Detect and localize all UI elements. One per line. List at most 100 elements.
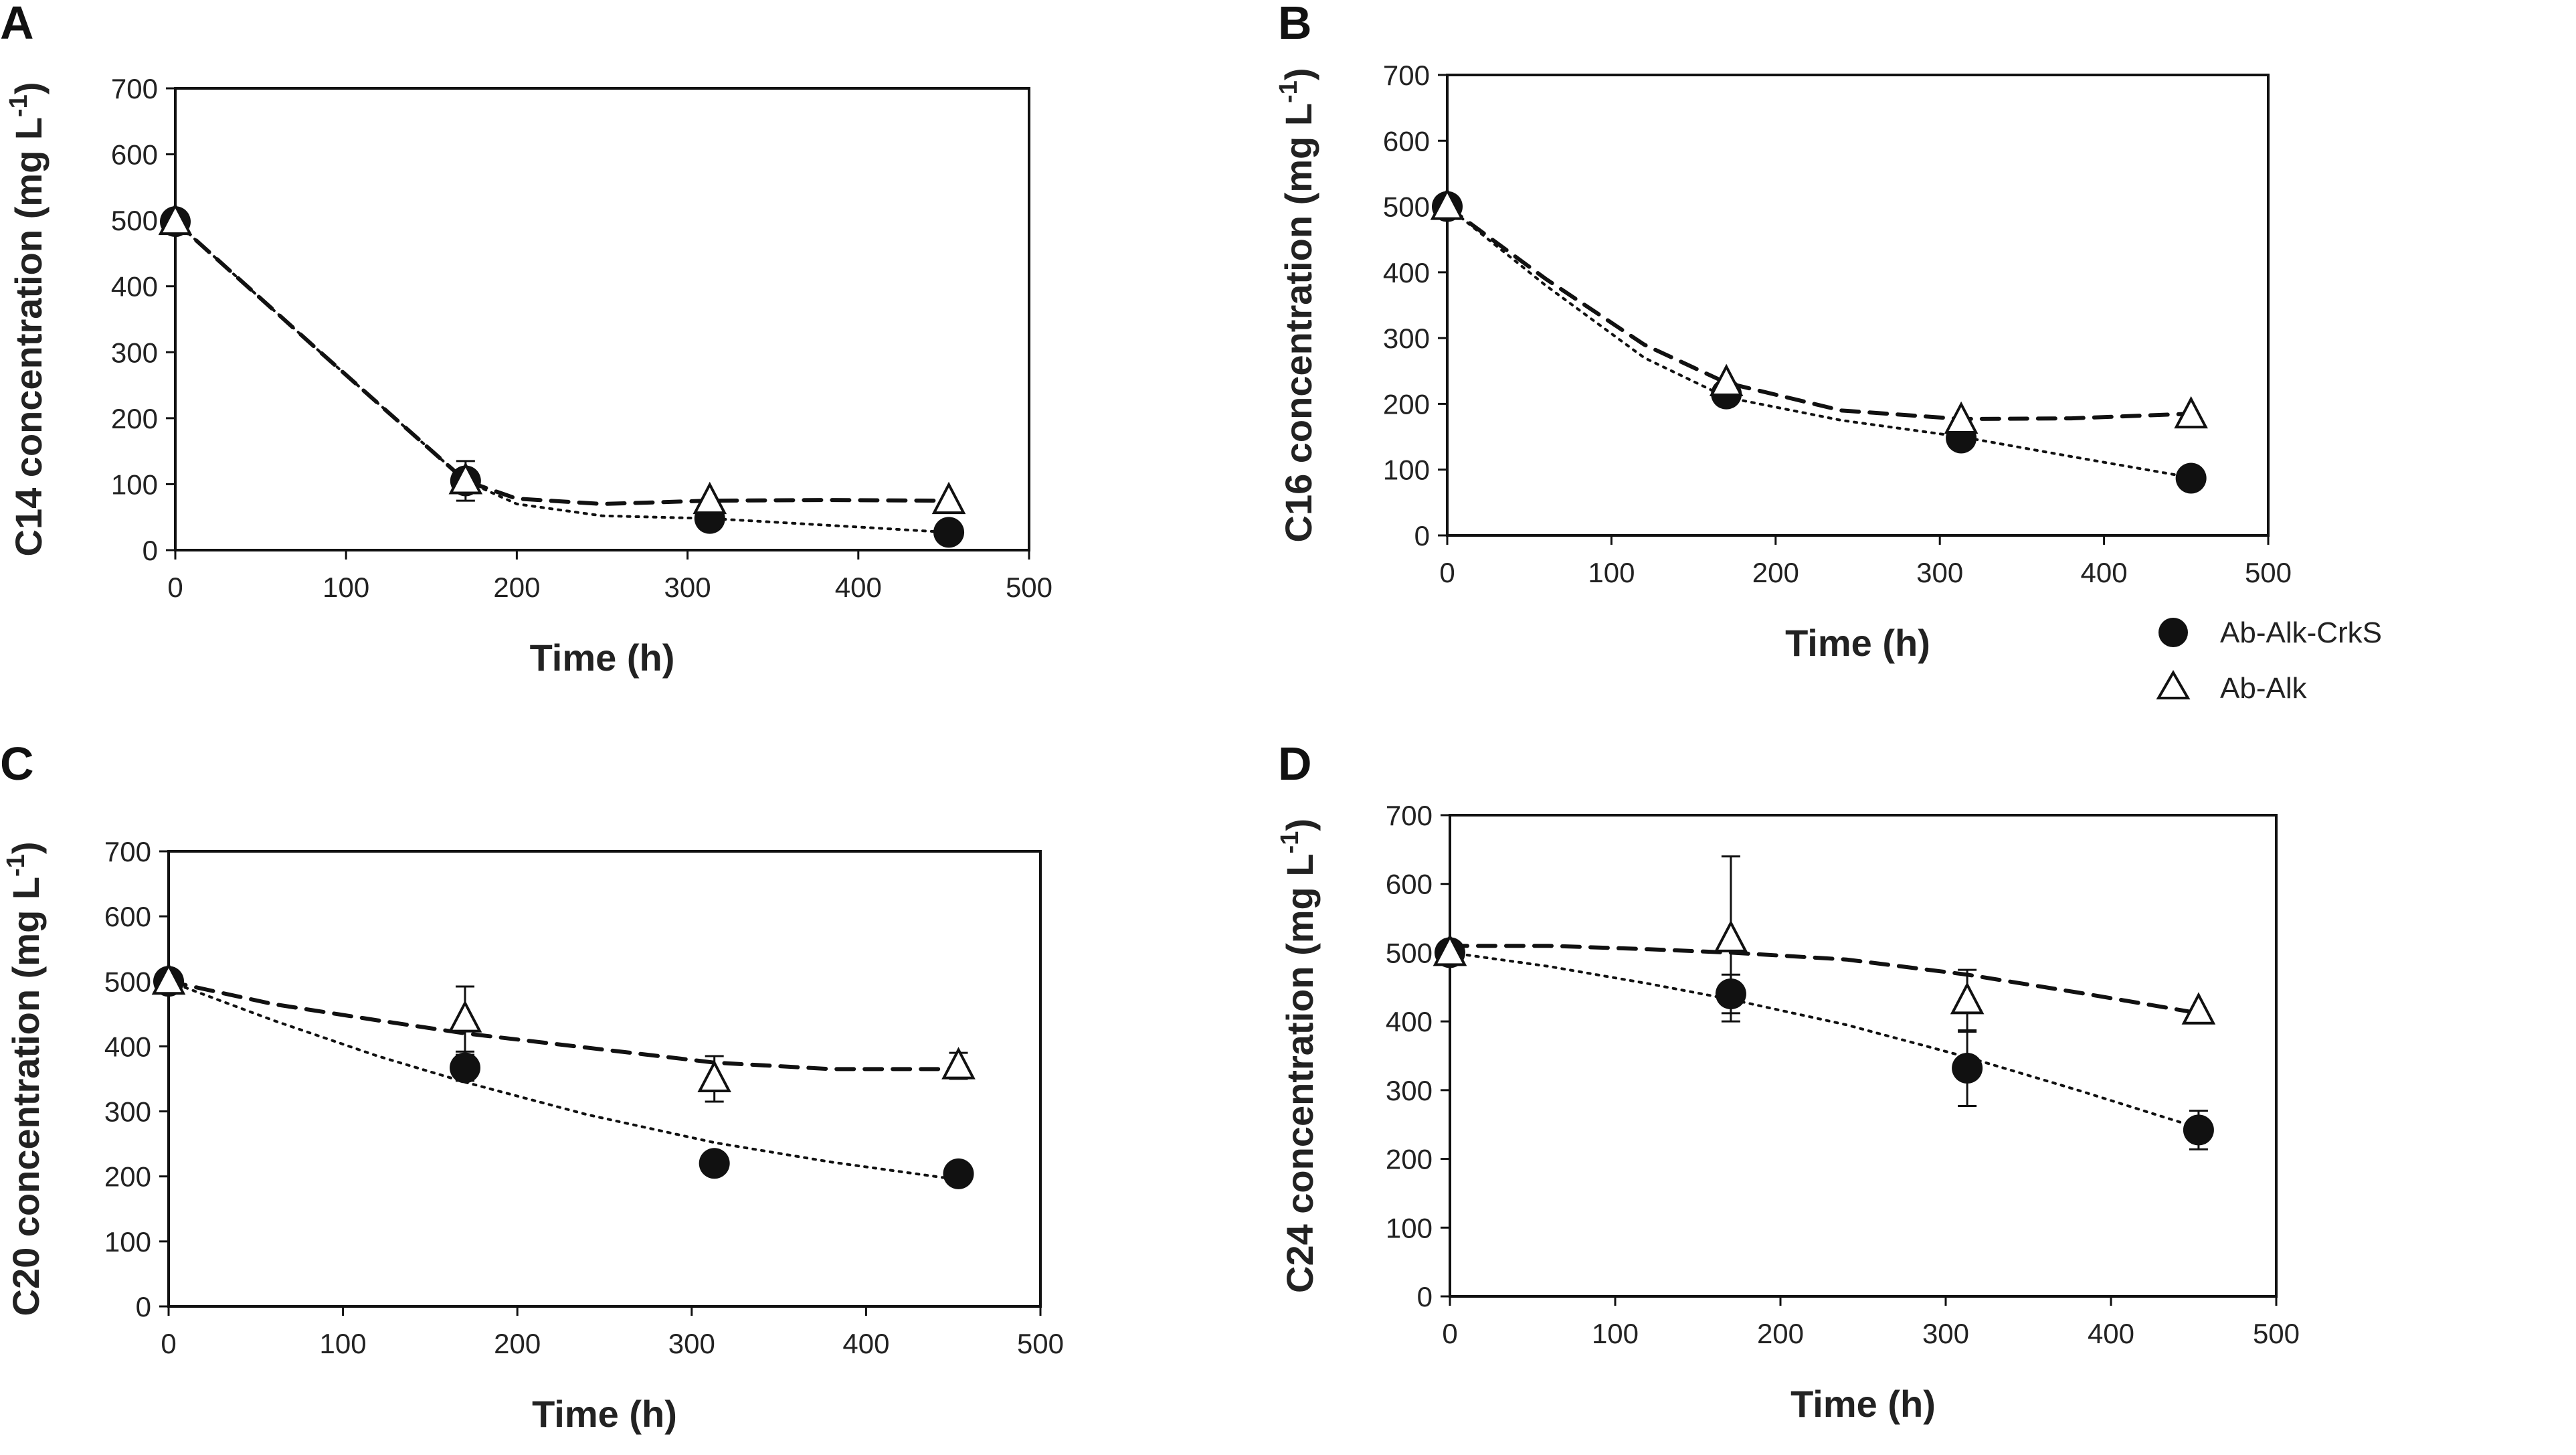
panel-c: C 0 100 200 300 400 500 600 700 0 100 200 300 400 500 T… (0, 738, 1064, 1435)
fit-line-circle (167, 980, 960, 1181)
y-tick-label: 200 (111, 403, 158, 434)
y-tick-label: 500 (1386, 937, 1433, 968)
x-tick-label: 300 (664, 572, 711, 603)
y-tick-label: 400 (1383, 257, 1430, 288)
plot-frame (167, 850, 1042, 1308)
y-tick-label: 200 (104, 1161, 151, 1193)
x-tick-label: 300 (668, 1328, 715, 1359)
legend-label-crks: Ab-Alk-CrkS (2220, 616, 2382, 649)
data-point-triangle (151, 962, 186, 995)
panel-d: D 0 100 200 300 400 500 600 700 0 100 200 300 400 500 T… (1276, 738, 2300, 1425)
x-tick-label: 400 (835, 572, 882, 603)
y-tick-label: 700 (111, 73, 158, 104)
data-point-triangle (1430, 187, 1465, 220)
data-point-triangle (448, 462, 483, 495)
x-tick-label: 500 (1017, 1328, 1064, 1359)
y-tick-label: 300 (104, 1096, 151, 1128)
fit-line-triangle (1445, 204, 2193, 422)
fit-line-circle (174, 220, 951, 534)
plot-frame (1446, 74, 2270, 537)
panel-letter: C (0, 738, 34, 790)
x-tick-label: 500 (1006, 572, 1052, 603)
data-point-triangle (158, 202, 193, 236)
x-tick-label: 200 (1752, 557, 1799, 588)
data-point-triangle (697, 1059, 731, 1092)
panel-letter: B (1278, 0, 1312, 49)
data-point-triangle (1709, 363, 1744, 396)
y-tick-label: 600 (1383, 125, 1430, 157)
legend-triangle-icon (2156, 670, 2191, 699)
y-tick-label: 600 (1386, 869, 1433, 900)
panel-a: A 0 100 200 300 400 500 600 700 0 100 200 300 400 500 T… (0, 0, 1052, 679)
plot-frame (1449, 814, 2278, 1298)
data-point-circle (450, 1052, 481, 1084)
panel-b: B 0 100 200 300 400 500 600 700 0 100 200 300 400 500 T… (1275, 0, 2292, 664)
x-axis-label: Time (h) (532, 1393, 677, 1435)
x-tick-label: 300 (1922, 1318, 1969, 1349)
x-tick-label: 500 (2253, 1318, 2300, 1349)
y-tick-label: 100 (111, 468, 158, 500)
x-tick-label: 200 (494, 1328, 541, 1359)
y-axis-label: C14 concentration (mg L-1) (5, 82, 50, 557)
x-axis-label: Time (h) (530, 636, 675, 679)
x-tick-label: 100 (1588, 557, 1635, 588)
data-point-triangle (941, 1047, 976, 1080)
panel-letter: D (1278, 738, 1312, 790)
legend: Ab-Alk-CrkS Ab-Alk (2156, 616, 2382, 705)
fit-line-triangle (167, 979, 961, 1072)
y-tick-label: 600 (104, 901, 151, 932)
y-axis-label: C24 concentration (mg L-1) (1276, 819, 1321, 1293)
y-tick-label: 700 (1386, 800, 1433, 831)
y-tick-label: 700 (104, 836, 151, 867)
y-tick-label: 600 (111, 139, 158, 171)
data-point-triangle (1950, 982, 1985, 1015)
data-point-circle (2183, 1114, 2214, 1146)
y-tick-label: 500 (104, 966, 151, 997)
x-tick-label: 0 (1442, 1318, 1457, 1349)
data-point-triangle (1944, 401, 1979, 434)
legend-label-alk: Ab-Alk (2220, 672, 2308, 705)
data-point-circle (699, 1148, 730, 1179)
y-tick-label: 100 (104, 1226, 151, 1258)
data-point-circle (1952, 1052, 1983, 1084)
x-tick-label: 100 (1592, 1318, 1639, 1349)
data-point-circle (2175, 462, 2207, 494)
data-point-triangle (448, 1000, 482, 1033)
data-point-circle (943, 1158, 974, 1189)
y-tick-label: 500 (1383, 191, 1430, 223)
x-tick-label: 300 (1916, 557, 1963, 588)
y-tick-label: 100 (1383, 454, 1430, 486)
x-tick-label: 500 (2245, 557, 2292, 588)
x-tick-label: 0 (1439, 557, 1455, 588)
plot-frame (174, 87, 1030, 551)
y-tick-label: 0 (136, 1291, 151, 1322)
y-tick-label: 400 (1386, 1006, 1433, 1037)
fit-line-triangle (173, 220, 951, 507)
x-tick-label: 100 (320, 1328, 367, 1359)
data-point-triangle (2181, 992, 2216, 1025)
x-tick-label: 400 (842, 1328, 889, 1359)
x-tick-label: 0 (161, 1328, 176, 1359)
panel-letter: A (0, 0, 34, 49)
y-tick-label: 700 (1383, 60, 1430, 91)
data-point-triangle (2174, 396, 2208, 429)
data-point-triangle (1714, 920, 1748, 952)
y-tick-label: 0 (1417, 1281, 1433, 1312)
data-point-triangle (1433, 934, 1467, 966)
y-tick-label: 300 (1383, 323, 1430, 354)
data-point-circle (933, 517, 965, 548)
y-tick-label: 400 (104, 1031, 151, 1062)
y-tick-label: 500 (111, 205, 158, 236)
y-tick-label: 300 (1386, 1075, 1433, 1106)
y-tick-label: 200 (1383, 388, 1430, 420)
y-axis-label: C20 concentration (mg L-1) (2, 842, 47, 1316)
data-point-triangle (693, 481, 727, 515)
x-tick-label: 0 (167, 572, 183, 603)
x-axis-label: Time (h) (1790, 1383, 1936, 1425)
y-tick-label: 300 (111, 337, 158, 368)
y-tick-label: 200 (1386, 1144, 1433, 1175)
fit-line-circle (1449, 951, 2200, 1130)
x-tick-label: 200 (493, 572, 540, 603)
y-tick-label: 100 (1386, 1212, 1433, 1244)
